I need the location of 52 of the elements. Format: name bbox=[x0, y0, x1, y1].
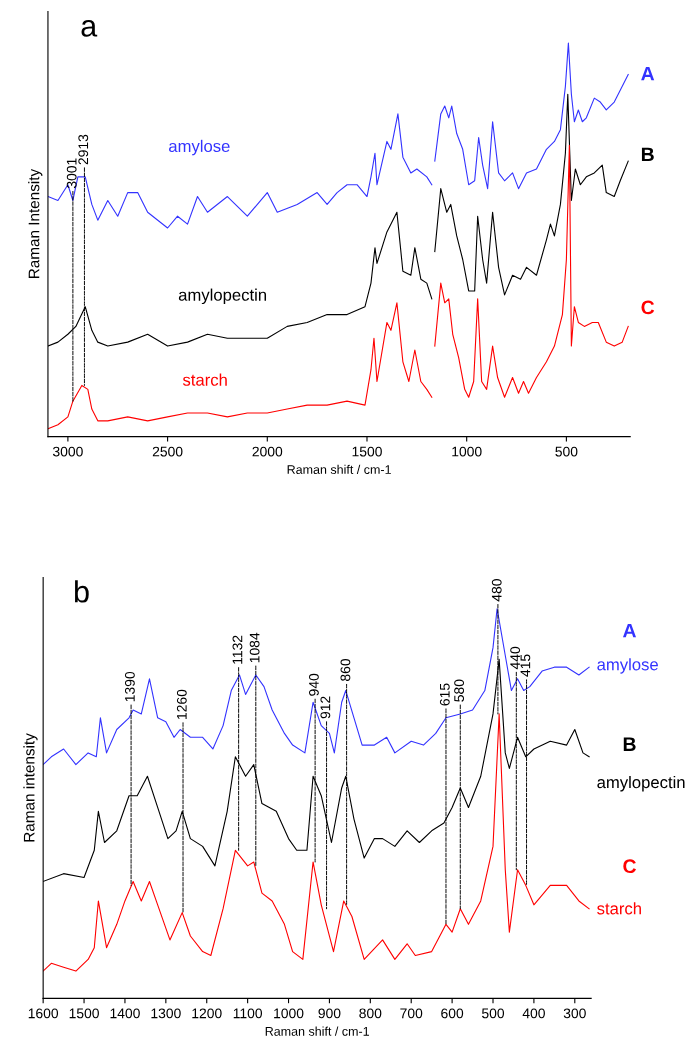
annotation: 615 bbox=[439, 683, 450, 706]
text: A bbox=[622, 623, 637, 638]
x-tick-label: 1500 bbox=[69, 1008, 99, 1019]
x-tick-label: 900 bbox=[318, 1008, 341, 1019]
x-tick-label: 400 bbox=[522, 1008, 545, 1019]
annotation: 1390 bbox=[124, 671, 135, 702]
x-tick-label: 700 bbox=[400, 1008, 423, 1019]
annotation: 580 bbox=[454, 679, 465, 702]
text: C bbox=[641, 300, 655, 315]
x-tick-label: 1000 bbox=[452, 446, 482, 457]
series-label: amylose bbox=[597, 658, 658, 674]
x-tick-label: 2500 bbox=[152, 446, 183, 457]
annotation: 2913 bbox=[78, 134, 89, 165]
annotation: 440 bbox=[510, 646, 521, 670]
annotation: 1260 bbox=[176, 689, 187, 719]
text: amylose bbox=[169, 139, 230, 156]
x-tick-label: 600 bbox=[441, 1008, 464, 1019]
x-tick-label: 500 bbox=[555, 446, 578, 457]
annotation: 912 bbox=[320, 696, 331, 719]
series-label: amylopectin bbox=[597, 775, 685, 792]
series-label: starch bbox=[597, 902, 641, 915]
x-tick-label: 1200 bbox=[192, 1008, 222, 1019]
x-tick-label: 3000 bbox=[52, 446, 83, 457]
x-axis-title: Raman shift / cm-1 bbox=[287, 464, 391, 474]
series-label: amylopectin bbox=[178, 288, 267, 305]
text: b bbox=[74, 580, 89, 603]
annotation: 1084 bbox=[249, 632, 260, 663]
x-tick-label: 1500 bbox=[352, 446, 382, 457]
annotation: 3001 bbox=[66, 158, 77, 189]
x-axis-title: Raman shift / cm-1 bbox=[265, 1026, 369, 1036]
annotation: 415 bbox=[520, 654, 531, 677]
annotation: 480 bbox=[491, 579, 502, 602]
x-tick-label: 800 bbox=[359, 1008, 382, 1019]
x-tick-label: 500 bbox=[481, 1008, 505, 1019]
annotation: 1132 bbox=[232, 635, 243, 664]
series-label: starch bbox=[182, 373, 227, 386]
x-tick-label: 1400 bbox=[110, 1008, 140, 1019]
annotation: 860 bbox=[340, 658, 351, 681]
text: C bbox=[623, 859, 636, 874]
x-tick-label: 1300 bbox=[151, 1008, 181, 1019]
x-tick-label: 1000 bbox=[274, 1008, 304, 1019]
x-tick-label: 2000 bbox=[252, 446, 283, 457]
x-tick-label: 1100 bbox=[233, 1008, 263, 1019]
text: B bbox=[641, 147, 654, 162]
x-tick-label: 1600 bbox=[28, 1008, 59, 1019]
y-axis-title: Raman Intensity bbox=[28, 168, 43, 279]
annotation: 940 bbox=[309, 673, 319, 696]
x-tick-label: 300 bbox=[563, 1008, 586, 1019]
text: B bbox=[623, 737, 636, 751]
text: A bbox=[641, 66, 655, 81]
text: a bbox=[81, 20, 98, 37]
y-axis-title: Raman intensity bbox=[23, 733, 38, 842]
